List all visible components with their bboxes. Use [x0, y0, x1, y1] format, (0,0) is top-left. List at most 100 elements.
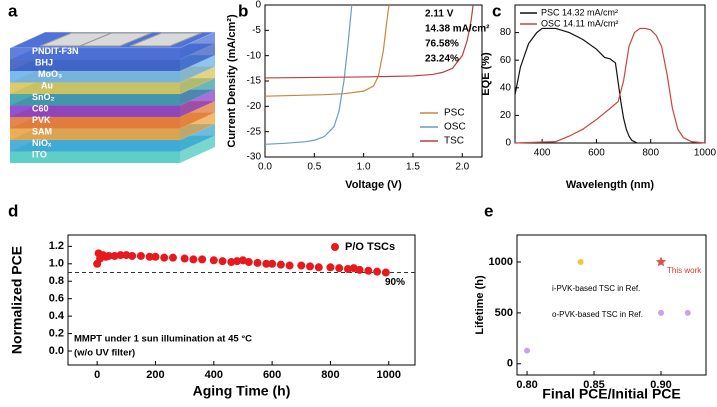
layer-label: SnO₂ — [32, 92, 55, 102]
point — [244, 258, 253, 267]
layer-side — [180, 112, 215, 140]
x-tick-label: 0.80 — [516, 379, 537, 391]
point — [116, 251, 125, 260]
line — [264, 4, 390, 97]
point — [180, 254, 189, 263]
y-tick-label: 1.0 — [49, 258, 64, 270]
point — [655, 256, 667, 267]
line — [514, 27, 638, 144]
y-tick-label: 80 — [500, 27, 512, 38]
y-axis-label: Lifetime (h) — [474, 275, 486, 335]
y-tick-label: 0.6 — [49, 293, 64, 305]
point — [145, 252, 154, 261]
y-tick-label: 1.2 — [49, 240, 64, 252]
legend-label: PSC 14.32 mA/cm² — [541, 7, 618, 17]
point — [168, 253, 177, 262]
y-tick-label: -20 — [247, 101, 262, 112]
layer-label: SAM — [32, 127, 52, 137]
x-tick-label: 600 — [263, 369, 281, 381]
annotation: o-PVK-based TSC in Ref. — [552, 310, 643, 319]
plot-frame — [67, 234, 416, 366]
line — [514, 27, 706, 144]
x-tick-label: 800 — [321, 369, 339, 381]
x-tick-label: 800 — [642, 148, 659, 159]
legend-label: OSC — [444, 122, 466, 133]
point — [128, 251, 137, 260]
y-tick-label: -25 — [247, 126, 262, 137]
x-tick-label: 2.0 — [455, 162, 469, 173]
x-tick-label: 600 — [588, 148, 605, 159]
annotation: MMPT under 1 sun illumination at 45 °C — [74, 334, 252, 345]
x-axis-label: Final PCE/Initial PCE — [542, 386, 680, 402]
layer-front — [10, 140, 180, 152]
panel-label: e — [484, 201, 493, 220]
electrode — [79, 32, 152, 47]
layer-label: PNDIT-F3N — [32, 46, 79, 56]
layer-label: BHJ — [35, 58, 53, 68]
point — [253, 258, 262, 267]
point — [657, 309, 664, 316]
reference-label: 90% — [385, 277, 405, 288]
point — [218, 257, 227, 266]
point — [314, 263, 323, 272]
y-axis-label: EQE (%) — [480, 52, 492, 96]
point — [326, 263, 335, 272]
panel-label: b — [238, 1, 248, 20]
point — [285, 261, 294, 270]
x-tick-label: 0 — [94, 369, 100, 381]
y-tick-label: -10 — [247, 50, 262, 61]
annotation: 2.11 V — [425, 9, 454, 20]
line — [264, 4, 474, 79]
x-axis-label: Wavelength (nm) — [566, 179, 655, 191]
point — [373, 267, 382, 276]
y-tick-label: 0.4 — [49, 310, 65, 322]
x-tick-label: 200 — [146, 369, 164, 381]
point — [262, 259, 271, 268]
point — [268, 259, 277, 268]
point — [104, 251, 113, 260]
layer-front — [10, 117, 180, 129]
x-tick-label: 0.85 — [583, 379, 604, 391]
annotation: 23.24% — [425, 54, 459, 65]
layer-side — [180, 135, 215, 163]
point — [335, 264, 344, 273]
x-tick-label: 1.5 — [406, 162, 420, 173]
annotation: This work — [667, 266, 702, 275]
y-tick-label: 60 — [500, 55, 512, 66]
layer-side — [180, 43, 215, 71]
y-tick-label: 0.0 — [49, 345, 64, 357]
layer-front — [10, 105, 180, 117]
x-axis-label: Aging Time (h) — [193, 383, 291, 399]
y-tick-label: -30 — [247, 152, 262, 163]
y-tick-label: 0.2 — [49, 327, 64, 339]
y-tick-label: -15 — [247, 76, 262, 87]
electrode — [129, 32, 202, 47]
y-tick-label: -5 — [252, 25, 261, 36]
point — [355, 265, 364, 274]
panel-label: a — [8, 1, 18, 20]
point — [381, 268, 390, 277]
legend-label: OSC 14.11 mA/cm² — [541, 18, 618, 28]
plot-frame — [516, 234, 707, 376]
panel-label: d — [8, 201, 18, 220]
y-tick-label: 40 — [500, 82, 512, 93]
x-tick-label: 0.90 — [650, 379, 671, 391]
layer-label: C60 — [32, 104, 49, 114]
point — [198, 255, 207, 264]
y-tick-label: 0 — [507, 358, 513, 370]
point — [276, 260, 285, 269]
y-tick-label: 0 — [255, 0, 261, 11]
y-tick-label: 20 — [500, 110, 512, 121]
layer-front — [10, 128, 180, 140]
panel-label: c — [492, 1, 501, 20]
point — [297, 261, 306, 270]
x-tick-label: 1000 — [377, 369, 401, 381]
annotation: (w/o UV filter) — [74, 348, 135, 359]
annotation: 14.38 mA/cm² — [425, 24, 490, 35]
annotation: i-PVK-based TSC in Ref. — [552, 284, 640, 293]
x-tick-label: 1.0 — [357, 162, 371, 173]
layer-label: MoO₃ — [38, 69, 62, 79]
x-tick-label: 400 — [205, 369, 223, 381]
layer-label: ITO — [32, 150, 47, 160]
